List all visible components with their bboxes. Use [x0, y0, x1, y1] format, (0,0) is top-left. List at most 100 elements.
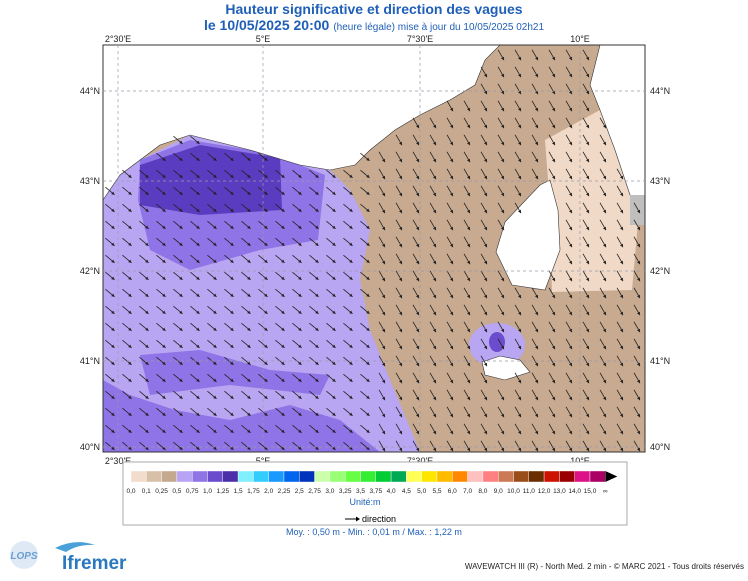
wave-arrow-head	[145, 208, 149, 212]
wave-arrow-head	[399, 328, 402, 333]
wave-arrow-head	[399, 430, 402, 435]
wave-arrow-head	[298, 361, 302, 365]
wave-arrow-head	[179, 208, 183, 212]
wave-arrow-head	[315, 276, 319, 280]
wave-arrow-head	[349, 412, 353, 416]
wave-arrow-head	[111, 378, 115, 382]
wave-arrow-head	[315, 242, 319, 246]
wave-arrow-head	[128, 361, 132, 365]
wave-arrow-head	[145, 344, 149, 348]
wave-arrow-head	[332, 174, 336, 178]
note: (heure légale) mise à jour du 10/05/2025…	[333, 22, 544, 33]
wave-arrow-head	[518, 413, 521, 418]
wave-arrow-head	[162, 344, 166, 348]
wave-arrow-head	[315, 174, 319, 178]
wave-arrow-head	[450, 192, 453, 197]
wave-arrow-head	[349, 242, 353, 246]
wave-arrow-head	[552, 328, 555, 333]
wave-arrow-head	[501, 107, 504, 112]
wave-arrow-head	[332, 276, 336, 280]
wave-arrow-head	[145, 429, 149, 433]
wave-arrow-head	[416, 430, 419, 435]
wave-arrow-head	[332, 208, 336, 212]
wave-arrow-head	[450, 209, 453, 214]
colorbar-label: 2,0	[264, 488, 273, 495]
wave-arrow-head	[247, 429, 251, 433]
ifremer-wave	[55, 542, 95, 552]
wave-arrow-head	[349, 361, 353, 365]
wave-arrow-head	[501, 311, 504, 316]
wave-arrow-head	[145, 361, 149, 365]
wave-arrow-head	[162, 412, 166, 416]
wave-arrow-head	[332, 310, 336, 314]
wave-arrow-head	[366, 174, 370, 178]
wave-arrow-head	[450, 413, 453, 418]
wave-arrow-head	[484, 362, 487, 367]
wave-arrow-head	[501, 192, 504, 197]
land-corsica	[495, 179, 561, 291]
wave-arrow-head	[264, 293, 268, 297]
wave-arrow-head	[179, 140, 183, 144]
wave-arrow-head	[247, 157, 251, 161]
wave-arrow-head	[213, 225, 217, 229]
wave-arrow-head	[450, 277, 453, 282]
wave-arrow-head	[111, 191, 115, 195]
wave-arrow-head	[332, 225, 336, 229]
wave-arrow-head	[433, 124, 436, 129]
wave-arrow-head	[637, 447, 640, 452]
wave-arrow-head	[128, 174, 132, 178]
wave-arrow-head	[569, 73, 572, 78]
wave-arrow-head	[366, 191, 370, 195]
wave-arrow-head	[484, 90, 487, 95]
wave-arrow-head	[552, 447, 555, 452]
wave-arrow-head	[298, 412, 302, 416]
wave-arrow-head	[637, 430, 640, 435]
wave-arrow-head	[535, 413, 538, 418]
wave-arrow-head	[552, 277, 555, 282]
wave-arrow-head	[416, 124, 419, 129]
wave-arrow-head	[484, 243, 487, 248]
wave-arrow-head	[298, 395, 302, 399]
wave-arrow-head	[281, 378, 285, 382]
wave-arrow-head	[315, 259, 319, 263]
wave-arrow-head	[145, 446, 149, 450]
wave-arrow-head	[586, 107, 589, 112]
logo-lops: LOPS	[10, 551, 38, 562]
wave-arrow-head	[535, 124, 538, 129]
colorbar-swatch	[253, 470, 269, 483]
wave-arrow-head	[569, 277, 572, 282]
colorbar-swatch	[191, 470, 208, 483]
wave-arrow-head	[196, 191, 200, 195]
wave-arrow-head	[196, 446, 200, 450]
wave-arrow-head	[179, 276, 183, 280]
wave-arrow-head	[111, 242, 115, 246]
colorbar-swatch	[574, 470, 591, 483]
wave-arrow-head	[213, 378, 217, 382]
colorbar-swatch	[146, 470, 162, 483]
wave-arrow-head	[433, 192, 436, 197]
colorbar-label: 3,75	[369, 488, 382, 495]
wave-arrow-head	[162, 293, 166, 297]
wave-arrow-head	[399, 209, 402, 214]
wave-arrow-head	[450, 243, 453, 248]
wave-arrow-head	[230, 429, 234, 433]
wave-arrow-head	[162, 208, 166, 212]
wave-arrow-head	[552, 73, 555, 78]
wave-arrow-head	[128, 259, 132, 263]
wave-arrow-head	[620, 328, 623, 333]
wave-arrow-head	[501, 413, 504, 418]
wave-arrow-head	[586, 294, 589, 299]
wave-arrow-head	[111, 327, 115, 331]
wave-arrow-head	[569, 294, 572, 299]
wave-arrow-head	[366, 361, 370, 365]
wave-arrow-head	[264, 191, 268, 195]
wave-arrow-head	[603, 447, 606, 452]
wave-arrow-head	[535, 311, 538, 316]
colorbar-label: 1,5	[234, 488, 243, 495]
wave-arrow-head	[637, 413, 640, 418]
wave-arrow-head	[569, 243, 572, 248]
wave-arrow-head	[518, 294, 521, 299]
wave-arrow-head	[264, 174, 268, 178]
wave-arrow-head	[196, 412, 200, 416]
wave-arrow-head	[111, 446, 115, 450]
